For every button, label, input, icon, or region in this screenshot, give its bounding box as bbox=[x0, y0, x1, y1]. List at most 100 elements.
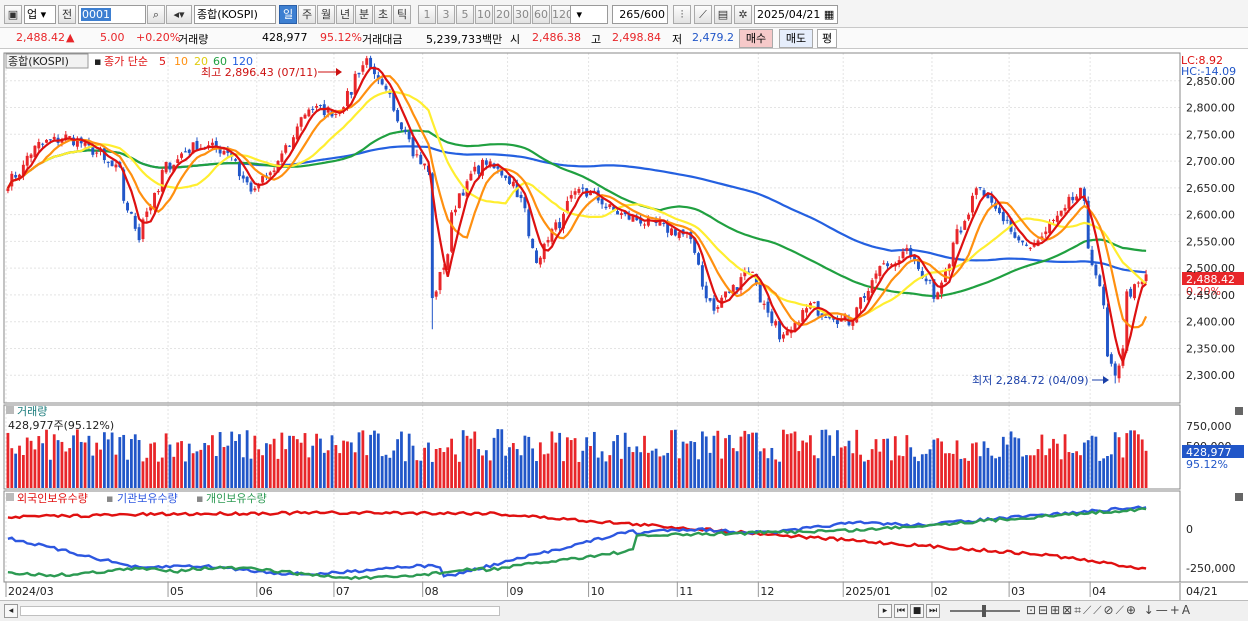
volume-bar bbox=[631, 452, 635, 488]
holdings-close-icon[interactable] bbox=[1235, 493, 1243, 501]
volume-bar bbox=[157, 461, 160, 488]
interval-button-60[interactable]: 60 bbox=[532, 5, 550, 24]
candle-body bbox=[712, 298, 716, 311]
candle-body bbox=[909, 248, 913, 257]
scroll-left-icon[interactable]: ◂ bbox=[4, 604, 18, 618]
candle-body bbox=[91, 147, 95, 155]
rewind-icon[interactable]: ⏮ bbox=[894, 604, 908, 618]
candle-body bbox=[214, 141, 218, 148]
volume-bar bbox=[658, 456, 662, 488]
code-input[interactable]: 0001 bbox=[78, 5, 146, 24]
zoom-slider-handle[interactable] bbox=[982, 605, 986, 617]
candle-body bbox=[619, 213, 623, 216]
candle-body bbox=[430, 173, 434, 299]
period-tab-6[interactable]: 틱 bbox=[393, 5, 411, 24]
interval-button-3[interactable]: 3 bbox=[437, 5, 455, 24]
eval-button[interactable]: 평 bbox=[817, 29, 837, 48]
candle-body bbox=[1013, 232, 1017, 238]
candle-body bbox=[380, 79, 384, 85]
volume-bar bbox=[207, 445, 210, 488]
candle-body bbox=[1082, 188, 1086, 201]
chart-area[interactable]: 종합(KOSPI) ▪ 종가 단순 5 10 20 60 120 LC:8.92… bbox=[0, 50, 1248, 600]
tool-icons[interactable]: ⊡⊟⊞⊠⌗⟋⟋⊘⟋⊕ ↓—+A bbox=[1026, 603, 1193, 617]
interval-button-20[interactable]: 20 bbox=[494, 5, 512, 24]
stop-icon[interactable]: ■ bbox=[910, 604, 924, 618]
volume-bar bbox=[797, 451, 801, 488]
scroll-thumb[interactable] bbox=[20, 606, 500, 616]
scroll-right-icon[interactable]: ▸ bbox=[878, 604, 892, 618]
sell-button[interactable]: 매도 bbox=[779, 29, 813, 48]
gear-icon[interactable]: ✲ bbox=[734, 5, 752, 24]
date-input[interactable]: 2025/04/21 ▦ bbox=[754, 5, 838, 24]
speaker-icon[interactable]: ◂▾ bbox=[166, 5, 192, 24]
volume-bar bbox=[265, 443, 268, 488]
volume-bar bbox=[1001, 436, 1005, 488]
interval-button-1[interactable]: 1 bbox=[418, 5, 436, 24]
volume-bar bbox=[700, 431, 704, 488]
candle-body bbox=[60, 140, 64, 143]
candle-body bbox=[1044, 231, 1048, 235]
candle-body bbox=[515, 183, 519, 198]
volume-bar bbox=[1032, 455, 1036, 488]
candle-body bbox=[1117, 365, 1121, 379]
interval-button-10[interactable]: 10 bbox=[475, 5, 493, 24]
low-label: 저 bbox=[672, 33, 683, 46]
interval-button-120[interactable]: 120 bbox=[551, 5, 573, 24]
volume-bar bbox=[276, 458, 280, 488]
volume-bar bbox=[577, 461, 581, 488]
period-tab-1[interactable]: 주 bbox=[298, 5, 316, 24]
layout-icon[interactable]: ▣ bbox=[4, 5, 22, 24]
candle-body bbox=[357, 72, 361, 75]
candle-body bbox=[1144, 274, 1148, 281]
volume-close-icon[interactable] bbox=[1235, 407, 1243, 415]
search-icon[interactable]: ⌕ bbox=[147, 5, 165, 24]
market-select[interactable]: 업 ▾ bbox=[24, 5, 56, 24]
volume-bar bbox=[137, 440, 141, 488]
volume-bar bbox=[75, 429, 79, 488]
volume-bar bbox=[25, 437, 29, 488]
volume-bar bbox=[41, 443, 45, 488]
price-tick: 2,850.00 bbox=[1186, 75, 1235, 88]
volume-bar bbox=[735, 451, 739, 488]
interval-button-5[interactable]: 5 bbox=[456, 5, 474, 24]
legend-foreign: 외국인보유수량 bbox=[17, 492, 88, 505]
interval-button-30[interactable]: 30 bbox=[513, 5, 531, 24]
bar-count[interactable]: 265/600 bbox=[612, 5, 668, 24]
volume-bar bbox=[901, 456, 905, 488]
calendar-icon[interactable]: ▦ bbox=[823, 8, 835, 21]
volume-bar bbox=[72, 435, 75, 488]
candle-body bbox=[932, 279, 936, 299]
period-tab-3[interactable]: 년 bbox=[336, 5, 354, 24]
date-tick: 03 bbox=[1011, 585, 1025, 598]
candle-body bbox=[191, 142, 195, 154]
volume-bar bbox=[102, 432, 106, 488]
save-icon[interactable]: ▤ bbox=[714, 5, 732, 24]
period-tab-4[interactable]: 분 bbox=[355, 5, 373, 24]
volume-bar bbox=[380, 456, 384, 488]
candles bbox=[6, 55, 1148, 384]
candle-body bbox=[581, 187, 585, 189]
volume-bar bbox=[770, 447, 774, 488]
scroll-bar[interactable]: ◂ ▸ ⏮ ■ ⏭ ⊡⊟⊞⊠⌗⟋⟋⊘⟋⊕ ↓—+A bbox=[0, 600, 1248, 621]
volume-bar bbox=[1044, 455, 1048, 488]
buy-button[interactable]: 매수 bbox=[739, 29, 773, 48]
volume-bar bbox=[882, 438, 886, 488]
candle-body bbox=[1017, 236, 1021, 241]
volume-bar bbox=[731, 448, 735, 488]
volume-bar bbox=[438, 448, 442, 488]
volume-bar bbox=[29, 440, 33, 488]
volume-bar bbox=[635, 446, 639, 488]
candle-body bbox=[835, 320, 839, 325]
prev-button[interactable]: 전 bbox=[58, 5, 76, 24]
draw-tool-icon[interactable]: ⟋ bbox=[694, 5, 712, 24]
period-tab-5[interactable]: 초 bbox=[374, 5, 392, 24]
interval-custom[interactable]: ▾ bbox=[570, 5, 608, 24]
period-tab-0[interactable]: 일 bbox=[279, 5, 297, 24]
forward-icon[interactable]: ⏭ bbox=[926, 604, 940, 618]
candle-type-icon[interactable]: ⫶ bbox=[673, 5, 691, 24]
candle-body bbox=[1113, 363, 1117, 376]
candle-body bbox=[1055, 215, 1059, 222]
period-tab-2[interactable]: 월 bbox=[317, 5, 335, 24]
volume-bar bbox=[99, 449, 102, 488]
volume-bar bbox=[218, 432, 222, 488]
